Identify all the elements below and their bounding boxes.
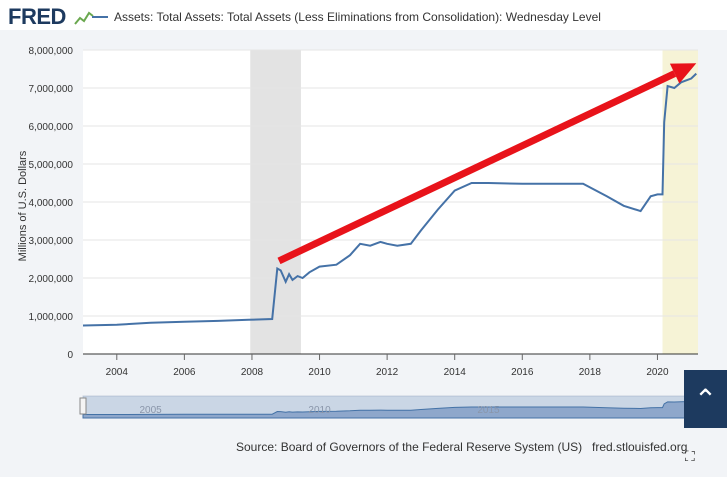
navigator-tick-label: 2015 <box>477 405 500 416</box>
chart-line-icon <box>73 11 94 25</box>
scroll-top-button[interactable]: ⌃ <box>684 370 727 428</box>
navigator-selection <box>83 396 698 418</box>
y-tick-label: 3,000,000 <box>29 236 74 247</box>
fullscreen-icon[interactable]: ⛶ <box>685 448 695 464</box>
x-tick-label: 2006 <box>173 367 196 378</box>
y-tick-label: 7,000,000 <box>29 84 74 95</box>
navigator-area <box>82 400 697 419</box>
x-tick-label: 2020 <box>646 367 669 378</box>
y-tick-label: 5,000,000 <box>29 160 74 171</box>
x-tick-label: 2014 <box>444 367 467 378</box>
chevron-up-icon: ⌃ <box>693 383 718 415</box>
source-text: Source: Board of Governors of the Federa… <box>236 440 583 454</box>
x-tick-label: 2012 <box>376 367 399 378</box>
x-tick-label: 2004 <box>106 367 129 378</box>
y-tick-label: 8,000,000 <box>29 46 74 57</box>
navigator-tick-label: 2010 <box>308 405 331 416</box>
y-tick-label: 4,000,000 <box>29 198 74 209</box>
legend: Assets: Total Assets: Total Assets (Less… <box>92 10 601 24</box>
x-tick-label: 2010 <box>308 367 331 378</box>
legend-label: Assets: Total Assets: Total Assets (Less… <box>114 10 601 24</box>
y-tick-label: 2,000,000 <box>29 274 74 285</box>
x-tick-label: 2008 <box>241 367 264 378</box>
x-tick-label: 2016 <box>511 367 534 378</box>
y-tick-label: 1,000,000 <box>29 312 74 323</box>
x-tick-label: 2018 <box>579 367 602 378</box>
series-line <box>82 72 697 327</box>
y-tick-label: 6,000,000 <box>29 122 74 133</box>
site-link[interactable]: fred.stlouisfed.org <box>592 440 688 454</box>
legend-swatch <box>92 16 108 18</box>
fred-logo[interactable]: FRED <box>8 4 94 30</box>
navigator-left-handle <box>79 397 87 415</box>
annotation-arrow-shaft <box>277 70 677 265</box>
logo-text: FRED <box>8 4 66 29</box>
y-tick-label: 0 <box>67 350 73 361</box>
navigator-tick-label: 2005 <box>139 405 162 416</box>
annotation-arrow-head <box>669 63 697 84</box>
